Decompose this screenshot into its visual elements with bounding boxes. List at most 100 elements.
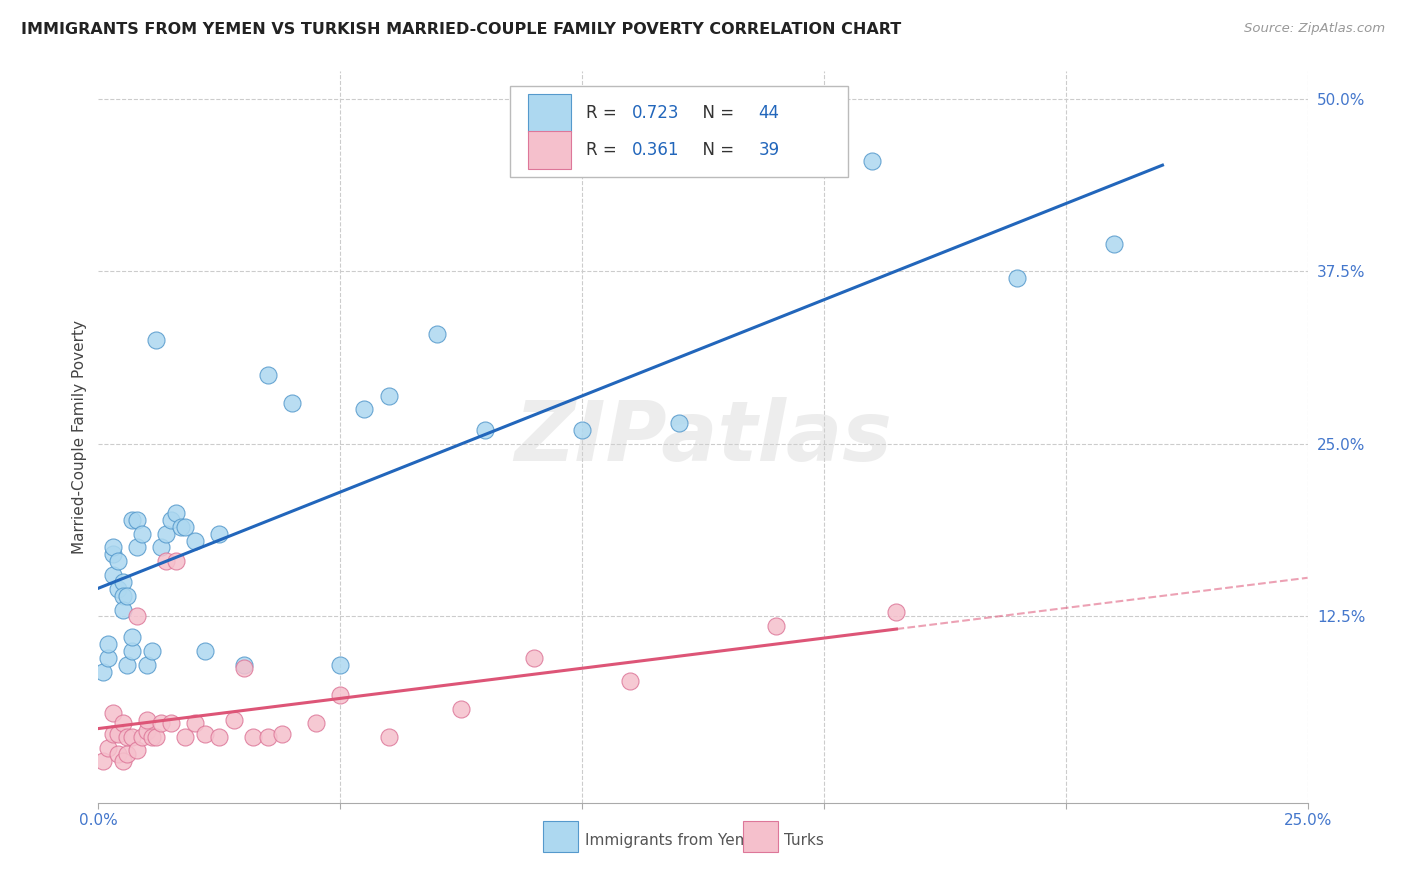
Point — [111, 755, 134, 769]
Point — [127, 609, 149, 624]
Point — [174, 730, 197, 744]
FancyBboxPatch shape — [509, 86, 848, 178]
Point — [155, 526, 177, 541]
Point — [184, 533, 207, 548]
Point — [97, 637, 120, 651]
Point — [222, 713, 245, 727]
FancyBboxPatch shape — [527, 130, 571, 169]
Point — [474, 423, 496, 437]
Point — [571, 423, 593, 437]
Point — [141, 644, 163, 658]
Point — [256, 368, 278, 382]
Point — [160, 513, 183, 527]
Point — [208, 730, 231, 744]
Point — [305, 715, 328, 730]
Point — [127, 513, 149, 527]
Point — [91, 755, 114, 769]
Point — [107, 582, 129, 596]
Point — [256, 730, 278, 744]
Point — [121, 513, 143, 527]
Point — [97, 740, 120, 755]
Point — [135, 713, 157, 727]
Text: R =: R = — [586, 104, 621, 122]
Point — [145, 730, 167, 744]
Point — [165, 506, 187, 520]
Text: N =: N = — [692, 104, 740, 122]
Point — [121, 630, 143, 644]
Point — [426, 326, 449, 341]
Point — [91, 665, 114, 679]
Point — [150, 715, 173, 730]
Point — [117, 657, 139, 672]
Point — [127, 541, 149, 555]
Point — [145, 334, 167, 348]
Point — [184, 715, 207, 730]
Point — [111, 589, 134, 603]
Text: Immigrants from Yemen: Immigrants from Yemen — [585, 833, 768, 848]
Point — [155, 554, 177, 568]
Point — [131, 730, 153, 744]
Point — [377, 730, 399, 744]
Point — [208, 526, 231, 541]
Y-axis label: Married-Couple Family Poverty: Married-Couple Family Poverty — [72, 320, 87, 554]
Point — [101, 568, 124, 582]
Text: 0.361: 0.361 — [631, 141, 679, 159]
Point — [107, 554, 129, 568]
Point — [860, 154, 883, 169]
Point — [135, 724, 157, 739]
Point — [886, 605, 908, 619]
Point — [165, 554, 187, 568]
Point — [353, 402, 375, 417]
Text: 0.723: 0.723 — [631, 104, 679, 122]
Point — [160, 715, 183, 730]
Point — [107, 727, 129, 741]
Point — [329, 688, 352, 702]
Text: 39: 39 — [759, 141, 780, 159]
Point — [523, 651, 546, 665]
Point — [111, 602, 134, 616]
Point — [127, 743, 149, 757]
Point — [141, 730, 163, 744]
Point — [101, 706, 124, 720]
Text: ZIPatlas: ZIPatlas — [515, 397, 891, 477]
Point — [242, 730, 264, 744]
Point — [329, 657, 352, 672]
Point — [169, 520, 191, 534]
Point — [194, 727, 217, 741]
Text: R =: R = — [586, 141, 621, 159]
Point — [135, 657, 157, 672]
Point — [1007, 271, 1029, 285]
Point — [668, 417, 690, 431]
Point — [121, 730, 143, 744]
Point — [107, 747, 129, 762]
Point — [232, 660, 254, 674]
Point — [150, 541, 173, 555]
Point — [111, 574, 134, 589]
Text: Turks: Turks — [785, 833, 824, 848]
FancyBboxPatch shape — [543, 822, 578, 852]
Point — [619, 674, 641, 689]
Point — [377, 389, 399, 403]
Text: Source: ZipAtlas.com: Source: ZipAtlas.com — [1244, 22, 1385, 36]
Point — [117, 730, 139, 744]
FancyBboxPatch shape — [527, 94, 571, 132]
Point — [765, 619, 787, 633]
Point — [271, 727, 294, 741]
Text: IMMIGRANTS FROM YEMEN VS TURKISH MARRIED-COUPLE FAMILY POVERTY CORRELATION CHART: IMMIGRANTS FROM YEMEN VS TURKISH MARRIED… — [21, 22, 901, 37]
Point — [194, 644, 217, 658]
Point — [121, 644, 143, 658]
Point — [131, 526, 153, 541]
Point — [232, 657, 254, 672]
FancyBboxPatch shape — [742, 822, 778, 852]
Point — [97, 651, 120, 665]
Point — [101, 727, 124, 741]
Point — [117, 589, 139, 603]
Text: 44: 44 — [759, 104, 779, 122]
Point — [281, 395, 304, 409]
Point — [450, 702, 472, 716]
Point — [101, 548, 124, 562]
Text: N =: N = — [692, 141, 740, 159]
Point — [1102, 236, 1125, 251]
Point — [101, 541, 124, 555]
Point — [111, 715, 134, 730]
